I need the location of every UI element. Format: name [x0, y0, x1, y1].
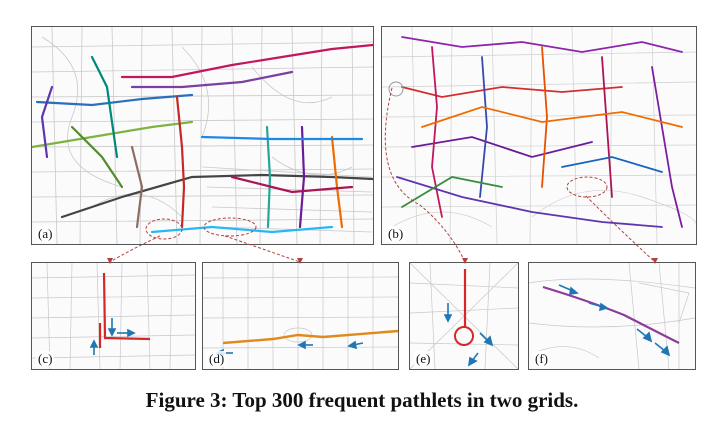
- panel-e-zoom: (e): [409, 262, 519, 370]
- zoom-map-d: [203, 263, 398, 369]
- panel-b-label: (b): [386, 226, 406, 242]
- panel-c-zoom: (c): [31, 262, 196, 370]
- panel-c-label: (c): [36, 351, 55, 367]
- zoom-map-e: [410, 263, 518, 369]
- panel-b-map: (b): [381, 26, 697, 245]
- panel-f-zoom: (f): [528, 262, 696, 370]
- panel-f-label: (f): [533, 351, 550, 367]
- road-network-a: [32, 27, 373, 244]
- zoom-map-c: [32, 263, 195, 369]
- panel-a-label: (a): [36, 226, 55, 242]
- figure-caption: Figure 3: Top 300 frequent pathlets in t…: [145, 388, 579, 412]
- road-network-b: [382, 27, 696, 244]
- panel-d-zoom: (d): [202, 262, 399, 370]
- panel-a-map: (a): [31, 26, 374, 245]
- panel-e-label: (e): [414, 351, 433, 367]
- zoom-map-f: [529, 263, 695, 369]
- panel-d-label: (d): [207, 351, 227, 367]
